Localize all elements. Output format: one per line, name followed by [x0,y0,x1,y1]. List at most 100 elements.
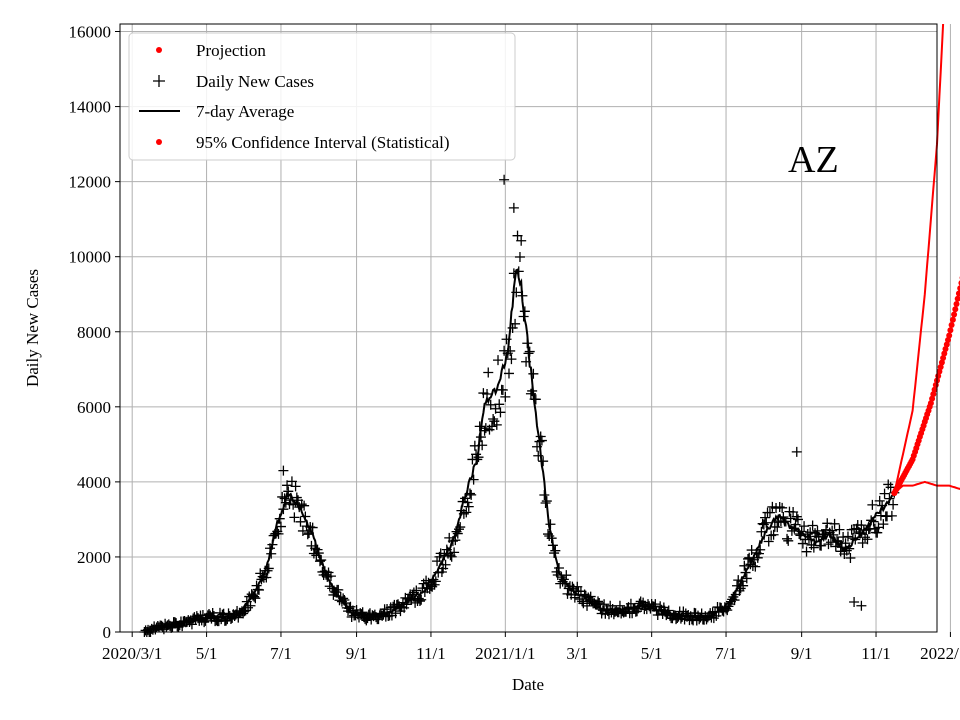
daily-case-marker [729,595,740,606]
daily-case-marker [464,488,475,499]
daily-case-marker [516,235,527,246]
daily-case-marker [458,508,469,519]
x-tick-label: 3/1 [566,644,588,663]
confidence-interval-series [893,23,960,494]
daily-case-marker [830,541,841,552]
daily-case-marker [414,596,425,607]
daily-case-marker [845,553,856,564]
projection-point [931,386,938,393]
daily-case-marker [740,567,751,578]
daily-case-marker [428,574,439,585]
daily-case-marker [742,553,753,564]
daily-case-marker [313,548,324,559]
daily-case-marker [473,452,484,463]
daily-case-marker [466,489,477,500]
daily-case-marker [416,594,427,605]
legend-projection-label: Projection [196,41,266,60]
daily-case-marker [475,432,486,443]
legend-ci-marker [156,139,162,145]
projection-point [943,341,950,348]
projection-point [953,301,960,307]
legend: Projection Daily New Cases 7-day Average… [128,32,516,161]
daily-case-marker [850,534,861,545]
daily-case-marker [290,481,301,492]
daily-case-marker [763,536,774,547]
daily-case-marker [254,584,265,595]
projection-point [945,337,951,343]
daily-case-marker [530,394,541,405]
daily-case-marker [808,542,819,553]
daily-case-marker [522,338,533,349]
daily-case-marker [783,535,794,546]
daily-case-marker [295,516,306,527]
daily-case-marker [249,591,260,602]
daily-case-marker [744,552,755,563]
daily-case-marker [832,535,843,546]
daily-case-marker [333,584,344,595]
daily-case-marker [750,561,761,572]
projection-point [952,306,959,313]
daily-case-marker [819,529,830,540]
daily-case-marker [792,514,803,525]
daily-case-marker [477,440,488,451]
daily-case-marker [505,345,516,356]
daily-case-marker [534,436,545,447]
daily-case-marker [494,399,505,410]
y-tick-label: 10000 [69,248,112,267]
daily-case-marker [508,268,519,279]
daily-case-marker [829,518,840,529]
daily-case-marker [868,516,879,527]
daily-case-marker [508,202,519,213]
projection-point [948,322,955,328]
daily-case-marker [705,608,716,619]
projection-point [949,316,956,323]
x-tick-label: 11/1 [416,644,446,663]
daily-case-marker [853,527,864,538]
daily-case-marker [321,569,332,580]
daily-case-marker [872,527,883,538]
projection-point [946,332,953,339]
daily-case-marker [468,474,479,485]
daily-case-marker [243,602,254,613]
daily-case-marker [500,391,511,402]
x-tick-label: 9/1 [346,644,368,663]
daily-case-marker [807,520,818,531]
daily-case-marker [652,610,663,621]
y-axis: 0 2000 4000 6000 8000 10000 12000 14000 16000 [69,23,120,642]
daily-case-marker [486,421,497,432]
daily-case-marker [304,528,315,539]
daily-case-marker [549,548,560,559]
daily-case-marker [550,545,561,556]
y-tick-label: 16000 [69,23,112,42]
daily-case-marker [847,533,858,544]
confidence-interval-lower-line [893,480,960,494]
daily-case-marker [840,538,851,549]
daily-case-marker [463,501,474,512]
daily-case-marker [752,552,763,563]
projection-point [957,285,960,292]
daily-case-marker [760,512,771,523]
daily-case-marker [790,519,801,530]
daily-case-marker [440,559,451,570]
x-tick-label: 7/1 [270,644,292,663]
x-tick-label: 11/1 [861,644,891,663]
legend-daily-label: Daily New Cases [196,72,314,91]
daily-case-marker [275,521,286,532]
daily-case-marker [540,497,551,508]
legend-daily-marker [153,75,165,87]
daily-case-marker [594,597,605,608]
projection-point [941,350,948,357]
daily-case-marker [888,499,899,510]
y-tick-label: 0 [103,623,112,642]
projection-point [940,355,947,361]
daily-case-marker [849,596,860,607]
daily-case-marker [802,529,813,540]
daily-case-marker [803,534,814,545]
daily-case-marker [288,499,299,510]
daily-case-marker [797,538,808,549]
daily-case-marker [569,592,580,603]
daily-case-marker [401,599,412,610]
daily-case-marker [262,565,273,576]
daily-case-marker [279,493,290,504]
